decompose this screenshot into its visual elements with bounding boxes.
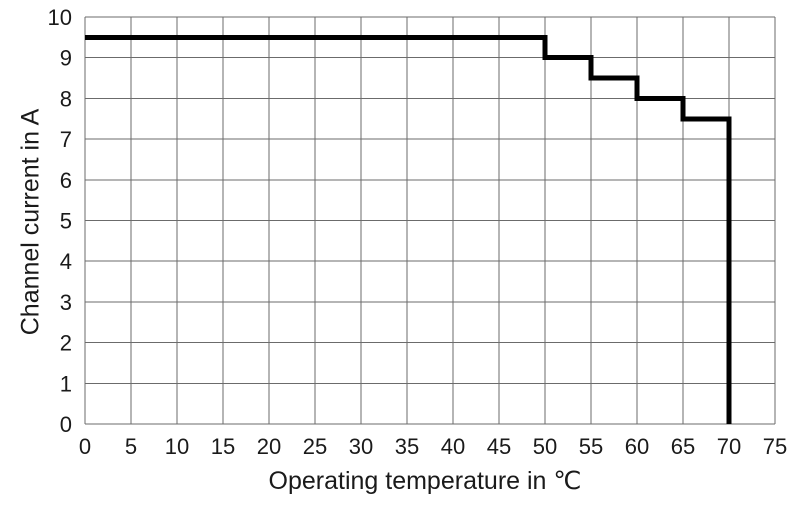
- y-tick-label: 10: [48, 5, 72, 30]
- y-tick-label: 7: [60, 127, 72, 152]
- x-tick-label: 35: [395, 434, 419, 459]
- x-tick-label: 20: [257, 434, 281, 459]
- y-tick-label: 3: [60, 290, 72, 315]
- y-tick-label: 0: [60, 412, 72, 437]
- y-tick-label: 6: [60, 168, 72, 193]
- y-tick-label: 2: [60, 331, 72, 356]
- x-tick-label: 30: [349, 434, 373, 459]
- x-tick-label: 75: [763, 434, 787, 459]
- x-tick-label: 5: [125, 434, 137, 459]
- y-tick-label: 8: [60, 86, 72, 111]
- y-tick-label: 1: [60, 371, 72, 396]
- x-tick-label: 45: [487, 434, 511, 459]
- x-axis-title: Operating temperature in ℃: [268, 467, 582, 495]
- x-tick-label: 0: [79, 434, 91, 459]
- y-tick-label: 9: [60, 46, 72, 71]
- x-tick-label: 40: [441, 434, 465, 459]
- x-tick-label: 65: [671, 434, 695, 459]
- x-tick-label: 15: [211, 434, 235, 459]
- x-tick-label: 25: [303, 434, 327, 459]
- series-line: [85, 34, 732, 424]
- x-tick-label: 60: [625, 434, 649, 459]
- x-tick-label: 10: [165, 434, 189, 459]
- y-axis-title: Channel current in A: [16, 108, 45, 336]
- x-tick-label: 70: [717, 434, 741, 459]
- y-tick-label: 5: [60, 209, 72, 234]
- x-tick-label: 50: [533, 434, 557, 459]
- x-tick-label: 55: [579, 434, 603, 459]
- y-tick-label: 4: [60, 249, 72, 274]
